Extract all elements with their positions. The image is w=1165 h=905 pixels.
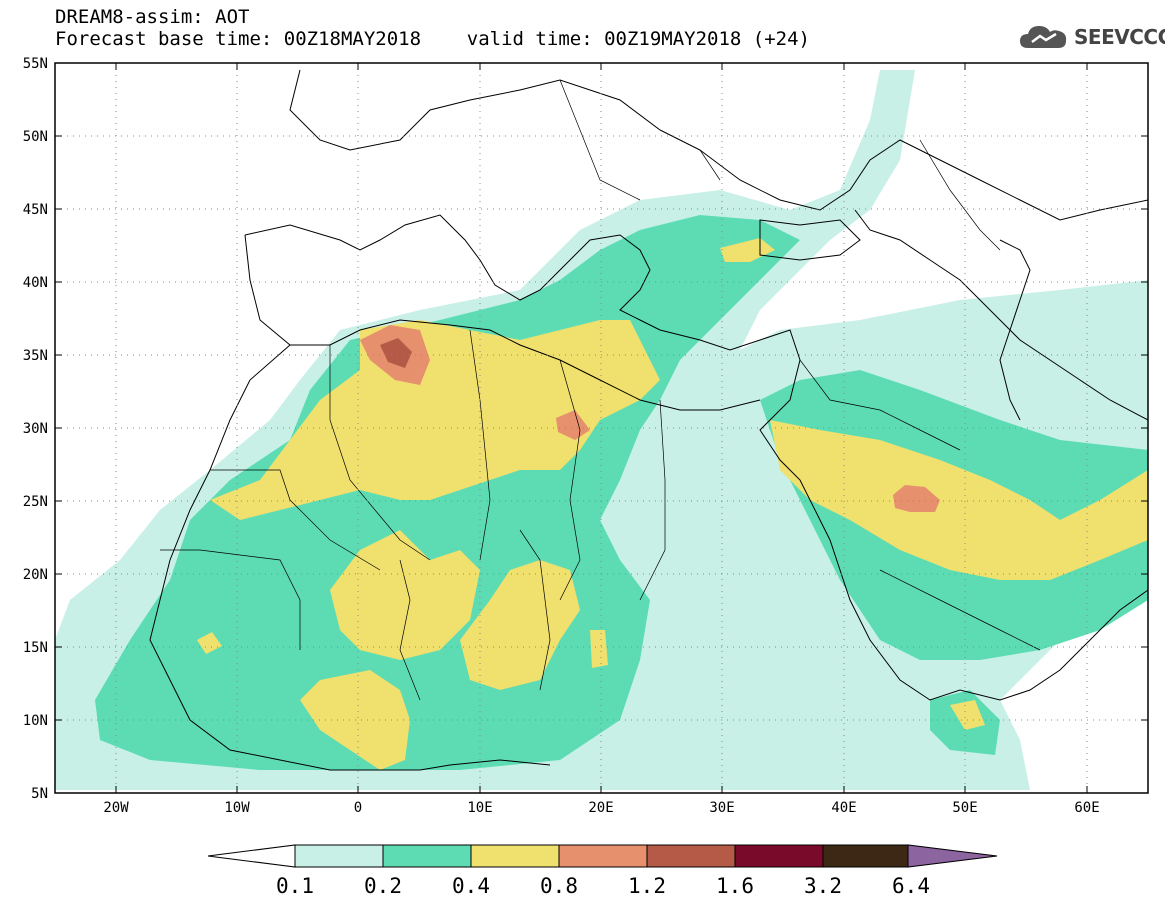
lon-label-0: 0 bbox=[354, 800, 362, 816]
lat-label-10n: 10N bbox=[23, 713, 48, 729]
colorbar-label-0.4: 0.4 bbox=[452, 874, 490, 898]
lat-label-50n: 50N bbox=[23, 129, 48, 145]
colorbar-label-6.4: 6.4 bbox=[892, 874, 930, 898]
colorbar-label-0.8: 0.8 bbox=[540, 874, 578, 898]
aot-region-0.4-yemen bbox=[950, 700, 985, 730]
lat-label-20n: 20N bbox=[23, 567, 48, 583]
colorbar-label-0.1: 0.1 bbox=[276, 874, 314, 898]
lon-label-10w: 10W bbox=[224, 800, 250, 816]
colorbar-label-0.2: 0.2 bbox=[364, 874, 402, 898]
aot-region-0.8-arabia bbox=[893, 485, 940, 512]
colorbar-swatch-1.2 bbox=[646, 844, 736, 868]
lat-axis: 55N 50N 45N 40N 35N 30N 25N 20N 15N 10N … bbox=[23, 56, 1148, 802]
lat-label-15n: 15N bbox=[23, 640, 48, 656]
title-line-product: DREAM8-assim: AOT bbox=[55, 6, 250, 28]
graticule bbox=[55, 63, 1148, 793]
lon-label-10e: 10E bbox=[467, 800, 492, 816]
aot-region-0.4 bbox=[210, 320, 660, 520]
colorbar-under-arrow bbox=[207, 844, 296, 868]
lon-label-30e: 30E bbox=[709, 800, 734, 816]
lat-label-55n: 55N bbox=[23, 56, 48, 72]
colorbar-swatch-0.4 bbox=[470, 844, 560, 868]
lat-label-5n: 5N bbox=[31, 786, 48, 802]
aot-region-0.4-guinea bbox=[197, 632, 222, 654]
seevccc-logo: SEEVCCC bbox=[1018, 22, 1165, 52]
lat-label-30n: 30N bbox=[23, 421, 48, 437]
logo-text: SEEVCCC bbox=[1074, 25, 1165, 49]
lat-label-45n: 45N bbox=[23, 202, 48, 218]
colorbar-swatch-0.8 bbox=[558, 844, 648, 868]
lon-axis: 20W 10W 0 10E 20E 30E 40E 50E 60E bbox=[103, 63, 1100, 816]
lon-label-40e: 40E bbox=[831, 800, 856, 816]
aot-contour-fields bbox=[55, 63, 1148, 793]
lat-label-35n: 35N bbox=[23, 348, 48, 364]
title-line-times: Forecast base time: 00Z18MAY2018 valid t… bbox=[55, 28, 810, 50]
colorbar-swatch-0.2 bbox=[382, 844, 472, 868]
aot-region-0.4-sudan bbox=[590, 630, 608, 668]
aot-region-0.4-chad bbox=[460, 560, 580, 690]
lat-label-25n: 25N bbox=[23, 494, 48, 510]
map-title: DREAM8-assim: AOT Forecast base time: 00… bbox=[55, 6, 810, 50]
colorbar-label-3.2: 3.2 bbox=[804, 874, 842, 898]
aot-region-1.2-algeria bbox=[380, 338, 412, 368]
cloud-icon bbox=[1020, 26, 1067, 48]
colorbar bbox=[207, 844, 998, 868]
lat-label-40n: 40N bbox=[23, 275, 48, 291]
aot-region-0.4-anatolia bbox=[720, 238, 775, 262]
colorbar-over-arrow bbox=[907, 844, 998, 868]
colorbar-label-1.2: 1.2 bbox=[628, 874, 666, 898]
country-borders bbox=[160, 79, 1041, 701]
lon-label-20w: 20W bbox=[103, 800, 129, 816]
aot-region-0.8-libya bbox=[556, 410, 590, 440]
colorbar-labels: 0.1 0.2 0.4 0.8 1.2 1.6 3.2 6.4 bbox=[276, 874, 930, 898]
lon-label-50e: 50E bbox=[952, 800, 977, 816]
aot-region-0.4-arabia bbox=[770, 420, 1148, 580]
lon-label-20e: 20E bbox=[588, 800, 613, 816]
colorbar-swatch-3.2 bbox=[822, 844, 909, 868]
colorbar-swatch-1.6 bbox=[734, 844, 824, 868]
colorbar-swatch-0.1 bbox=[294, 844, 384, 868]
coastlines bbox=[149, 69, 1148, 771]
colorbar-label-1.6: 1.6 bbox=[716, 874, 754, 898]
lon-label-60e: 60E bbox=[1074, 800, 1099, 816]
